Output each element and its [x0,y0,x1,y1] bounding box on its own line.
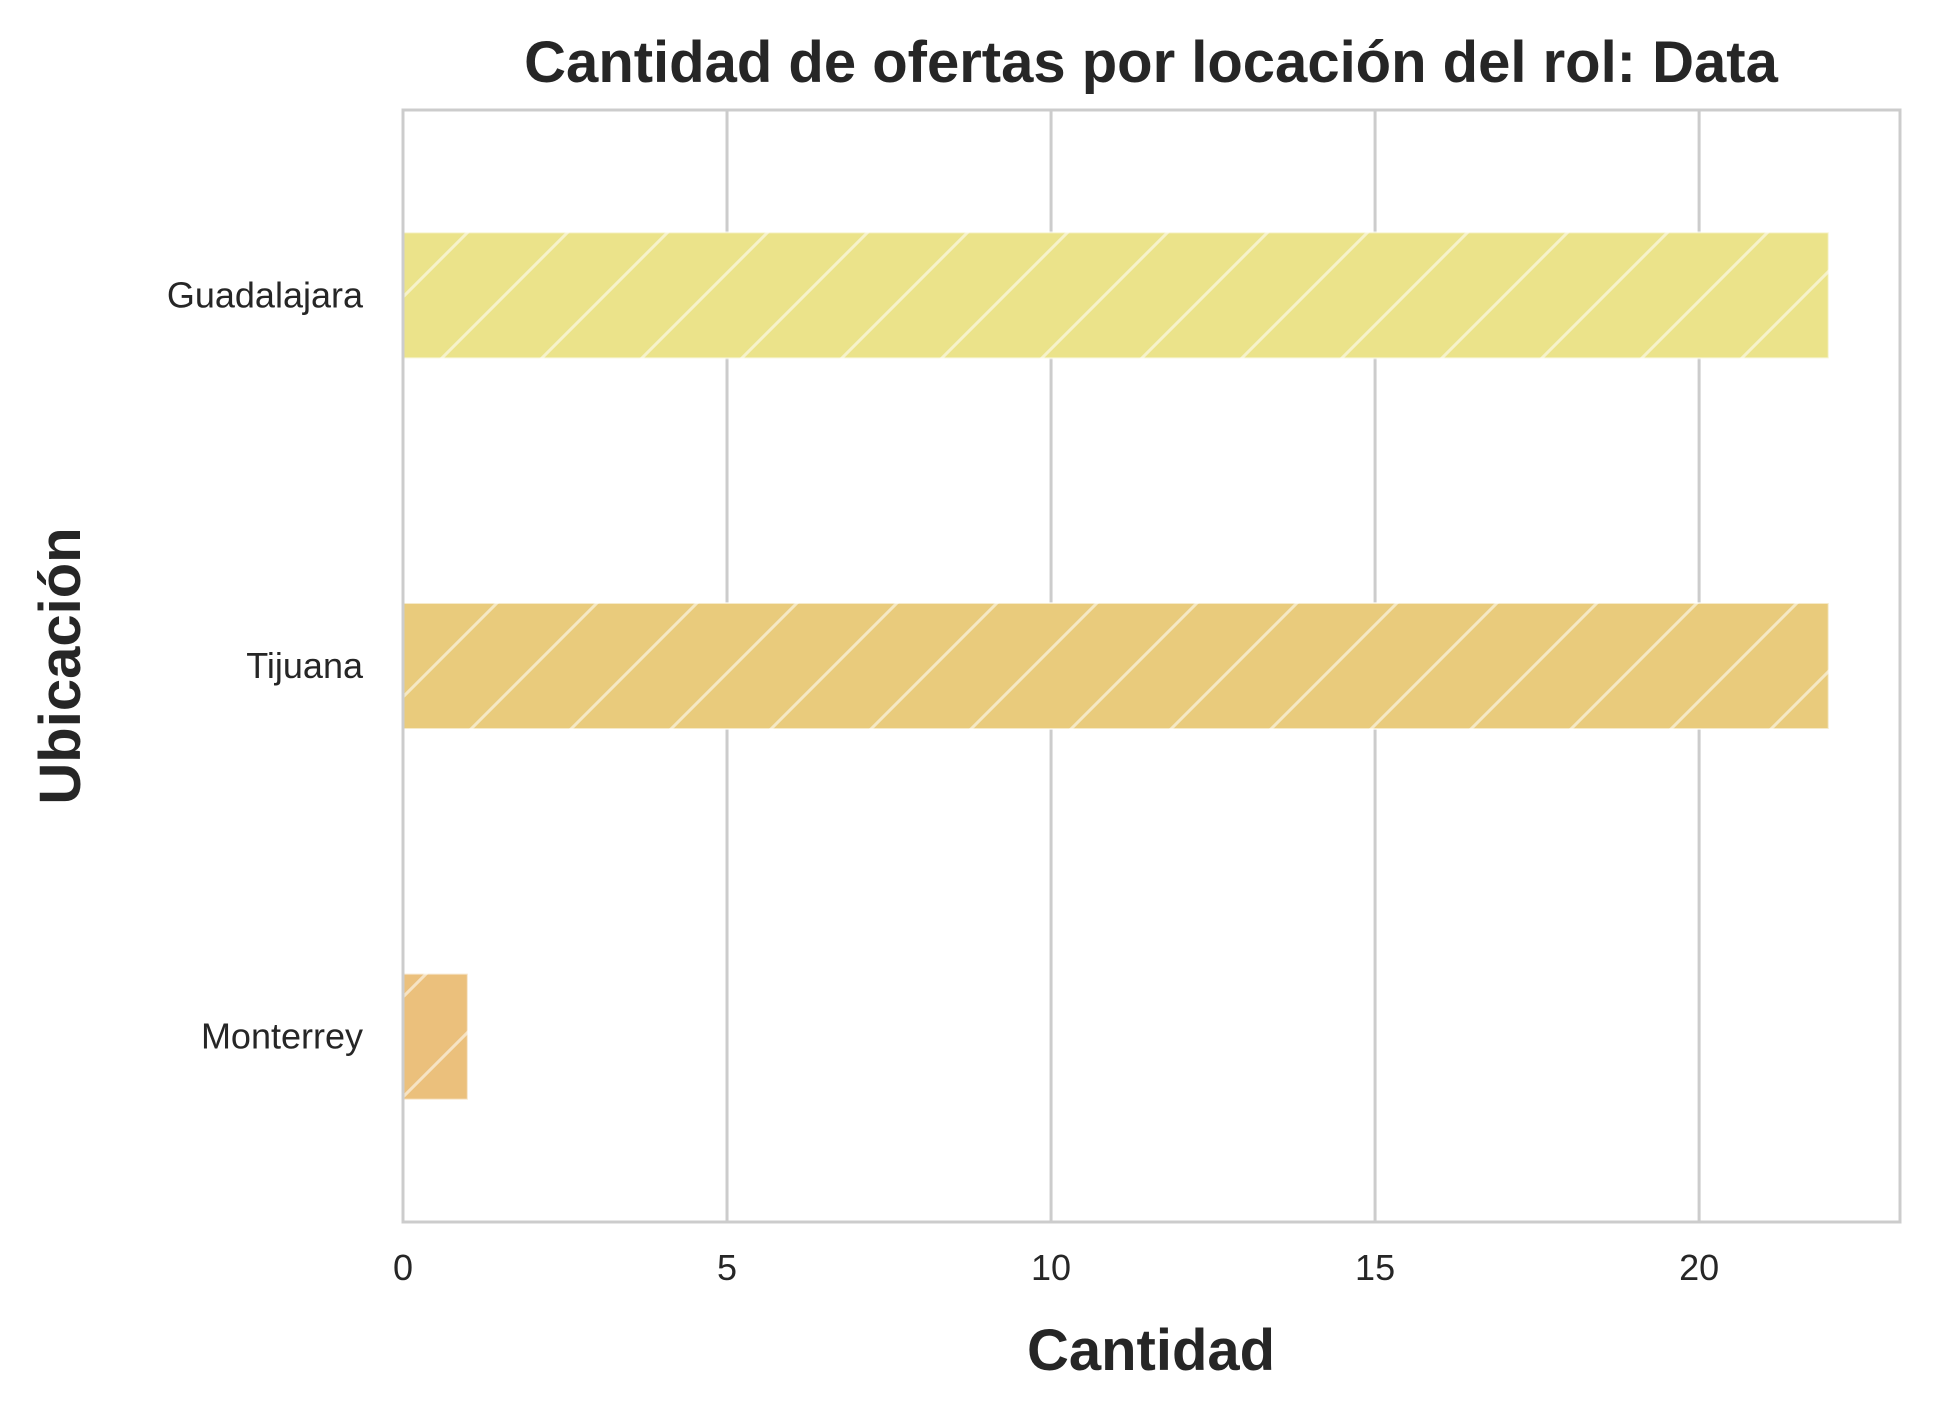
bar-hatch [403,602,1829,730]
bar-hatch [403,232,1829,359]
chart-title: Cantidad de ofertas por locación del rol… [524,30,1778,95]
y-tick-labels: Guadalajara Tijuana Monterrey [167,274,364,1056]
x-tick-labels: 0 5 10 15 20 [393,1247,1719,1288]
x-tick-label: 20 [1679,1247,1719,1288]
y-axis-label: Ubicación [28,527,93,804]
y-tick-label: Monterrey [201,1016,363,1057]
x-tick-label: 15 [1355,1247,1395,1288]
x-tick-label: 0 [393,1247,413,1288]
bar [402,601,1830,731]
plot-frame [401,108,1902,1224]
x-tick-label: 5 [717,1247,737,1288]
bar [402,972,469,1101]
bar-hatch [403,973,468,1100]
bar [402,231,1830,360]
y-tick-label: Guadalajara [167,274,364,315]
bars [402,231,1830,1101]
x-tick-label: 10 [1031,1247,1071,1288]
y-tick-label: Tijuana [246,645,364,686]
x-axis-label: Cantidad [1027,1318,1275,1383]
